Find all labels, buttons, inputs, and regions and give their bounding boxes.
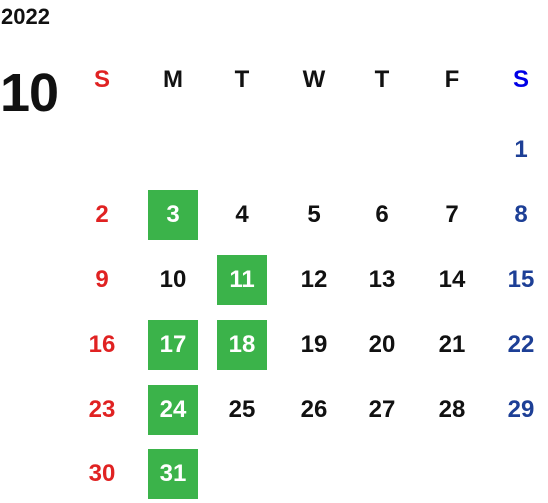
weekday-header: T — [374, 66, 390, 93]
day: 28 — [438, 396, 466, 423]
day: 10 — [159, 266, 187, 293]
day: 30 — [88, 460, 116, 487]
weekday-header: T — [234, 66, 250, 93]
day: 5 — [307, 201, 321, 228]
highlighted-day: 31 — [148, 449, 198, 499]
highlighted-day: 17 — [148, 320, 198, 370]
day: 20 — [368, 331, 396, 358]
weekday-header: M — [163, 66, 183, 93]
day: 13 — [368, 266, 396, 293]
day: 19 — [300, 331, 328, 358]
month: 10 — [0, 63, 59, 123]
day: 29 — [507, 396, 535, 423]
day: 22 — [507, 331, 535, 358]
year: 2022 — [1, 4, 50, 29]
day: 14 — [438, 266, 466, 293]
day: 9 — [95, 266, 109, 293]
day: 6 — [375, 201, 389, 228]
highlighted-day: 11 — [217, 255, 267, 305]
highlighted-day: 24 — [148, 385, 198, 435]
day: 27 — [368, 396, 396, 423]
day: 23 — [88, 396, 116, 423]
weekday-header: F — [444, 66, 460, 93]
weekday-header: S — [93, 66, 110, 93]
day: 25 — [228, 396, 256, 423]
highlighted-day: 18 — [217, 320, 267, 370]
highlighted-day: 3 — [148, 190, 198, 240]
day: 26 — [300, 396, 328, 423]
day: 2 — [95, 201, 109, 228]
day: 16 — [88, 331, 116, 358]
day: 15 — [507, 266, 535, 293]
day: 8 — [514, 201, 528, 228]
day: 12 — [300, 266, 328, 293]
weekday-header: S — [512, 66, 529, 93]
day: 7 — [445, 201, 459, 228]
day: 4 — [235, 201, 249, 228]
day: 21 — [438, 331, 466, 358]
weekday-header: W — [302, 66, 326, 93]
day: 1 — [514, 136, 528, 163]
